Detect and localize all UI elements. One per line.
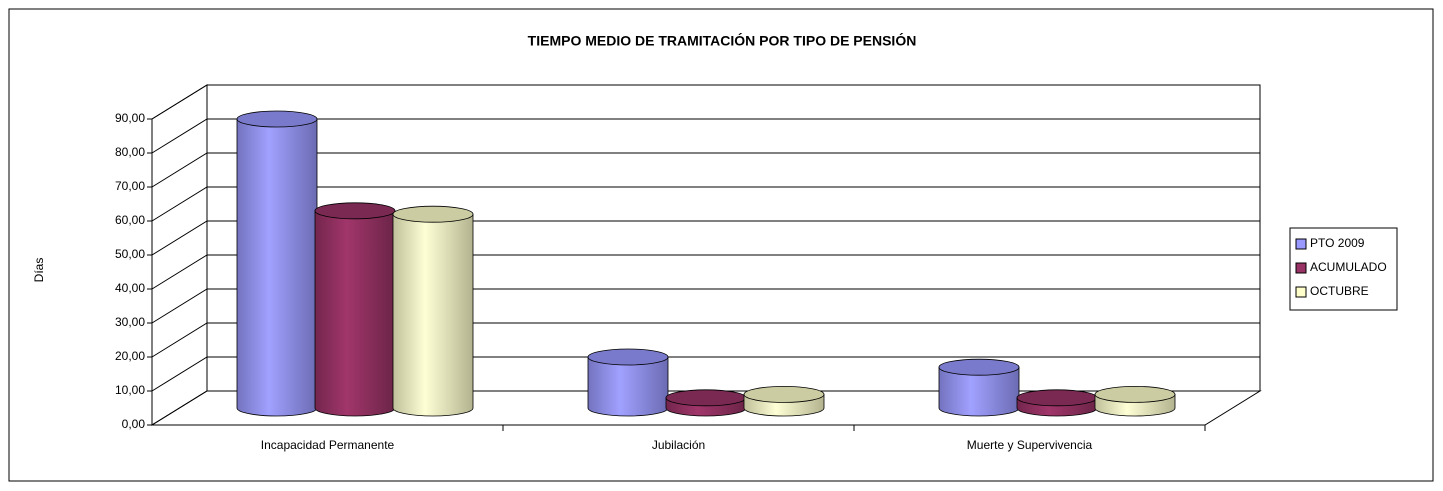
bar-top	[1016, 389, 1098, 407]
legend-swatch	[1295, 286, 1307, 298]
y-tick-label: 10,00	[115, 383, 145, 397]
bar	[1016, 389, 1098, 417]
grid-line	[151, 118, 1260, 154]
bar-top	[938, 358, 1020, 376]
grid-line	[151, 390, 1260, 426]
bar-top	[1094, 385, 1176, 403]
y-tick-label: 70,00	[115, 179, 145, 193]
legend-swatch	[1295, 238, 1307, 250]
bar-top	[743, 385, 825, 403]
bar	[392, 205, 474, 417]
legend-box	[1289, 227, 1398, 311]
bar	[665, 389, 747, 417]
x-tick-label: Muerte y Supervivencia	[967, 438, 1093, 452]
grid-line	[151, 186, 1260, 222]
legend-label: ACUMULADO	[1310, 260, 1387, 274]
y-tick-label: 20,00	[115, 349, 145, 363]
y-tick-label: 0,00	[122, 417, 146, 431]
legend-label: OCTUBRE	[1310, 284, 1369, 298]
x-tick-label: Incapacidad Permanente	[261, 438, 395, 452]
y-tick-label: 60,00	[115, 213, 145, 227]
grid-line	[151, 220, 1260, 256]
y-axis-label: Días	[32, 258, 46, 283]
chart-title: TIEMPO MEDIO DE TRAMITACIÓN POR TIPO DE …	[528, 32, 917, 49]
grid-line	[151, 152, 1260, 188]
grid-line	[151, 84, 1260, 120]
bar-top	[236, 110, 318, 128]
x-tick-label: Jubilación	[652, 438, 705, 452]
y-tick-label: 30,00	[115, 315, 145, 329]
legend-swatch	[1295, 262, 1307, 274]
grid-line	[151, 356, 1260, 392]
bar	[1094, 385, 1176, 417]
bar-top	[392, 205, 474, 223]
y-tick-label: 50,00	[115, 247, 145, 261]
bar-top	[587, 348, 669, 366]
bar	[587, 348, 669, 417]
grid-line	[151, 322, 1260, 358]
grid-line	[151, 288, 1260, 324]
bar-top	[665, 389, 747, 407]
bar-top	[314, 202, 396, 220]
bar	[938, 358, 1020, 417]
bar	[743, 385, 825, 417]
bar-body	[392, 213, 474, 417]
y-tick-label: 40,00	[115, 281, 145, 295]
bar-body	[587, 356, 669, 417]
grid-line	[151, 254, 1260, 290]
bar	[236, 110, 318, 417]
legend-label: PTO 2009	[1310, 236, 1365, 250]
bar-body	[314, 210, 396, 417]
y-tick-label: 90,00	[115, 111, 145, 125]
y-tick-label: 80,00	[115, 145, 145, 159]
bar-body	[236, 118, 318, 417]
bar	[314, 202, 396, 417]
